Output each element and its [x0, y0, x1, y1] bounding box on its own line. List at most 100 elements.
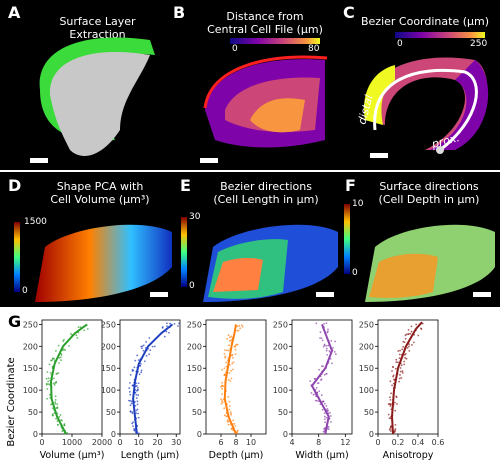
point-2-53 — [228, 344, 231, 347]
point-3-44 — [334, 340, 337, 343]
point-1-61 — [137, 412, 140, 415]
point-0-95 — [75, 334, 78, 337]
point-0-23 — [47, 380, 50, 383]
point-0-29 — [58, 356, 61, 359]
point-3-35 — [333, 350, 336, 353]
ytick-label-0-5: 250 — [23, 320, 38, 329]
point-4-38 — [400, 376, 403, 379]
point-2-48 — [227, 395, 230, 398]
point-0-98 — [51, 359, 53, 362]
panel-c-image: distal prox. — [355, 32, 489, 158]
point-1-78 — [129, 373, 132, 376]
ytick-label-3-2: 100 — [273, 386, 288, 395]
point-2-18 — [230, 369, 232, 372]
point-0-65 — [51, 414, 54, 417]
point-0-5 — [54, 401, 57, 404]
point-3-100 — [323, 415, 326, 418]
xtick-label-3-2: 12 — [340, 438, 350, 447]
point-4-35 — [390, 425, 392, 428]
point-2-106 — [232, 419, 235, 422]
point-0-36 — [54, 402, 57, 405]
ytick-label-1-0: 0 — [111, 430, 116, 439]
point-3-68 — [326, 408, 329, 410]
chart-1: 0 50 100 150 200 250 0 10 20 30 Length (µm) — [101, 319, 181, 461]
point-1-88 — [129, 393, 132, 396]
point-4-9 — [400, 364, 403, 367]
point-1-70 — [134, 359, 137, 362]
point-2-94 — [234, 425, 237, 427]
point-2-81 — [221, 368, 224, 371]
point-0-64 — [57, 344, 60, 347]
panel-e-label: E — [180, 176, 191, 195]
point-4-61 — [407, 333, 410, 335]
point-2-17 — [232, 356, 234, 359]
panel-b-label: B — [173, 3, 186, 22]
point-1-40 — [138, 373, 141, 376]
point-2-16 — [238, 324, 241, 327]
point-4-62 — [395, 358, 398, 361]
point-4-106 — [420, 328, 423, 330]
chart-frame-1 — [119, 319, 181, 435]
point-4-53 — [417, 334, 420, 337]
point-3-57 — [323, 418, 326, 421]
point-4-108 — [404, 356, 406, 359]
point-0-99 — [52, 357, 54, 360]
panel-c-title: Bezier Coordinate (µm) — [360, 15, 490, 28]
point-0-71 — [54, 395, 57, 398]
point-1-31 — [153, 345, 156, 348]
point-3-52 — [330, 340, 333, 342]
point-3-51 — [317, 382, 320, 384]
point-1-90 — [136, 387, 139, 389]
ytick-label-4-0: 0 — [369, 430, 374, 439]
xlabel-2: Depth (µm) — [209, 450, 264, 461]
point-2-59 — [221, 400, 223, 402]
ytick-label-3-5: 250 — [273, 320, 288, 329]
point-4-14 — [392, 374, 395, 377]
point-3-106 — [323, 373, 326, 376]
point-0-19 — [58, 415, 61, 418]
ytick-label-1-4: 200 — [101, 342, 116, 351]
point-2-60 — [221, 393, 223, 395]
point-4-78 — [410, 344, 413, 346]
point-2-80 — [234, 348, 237, 351]
point-1-42 — [178, 322, 180, 325]
point-3-31 — [309, 380, 312, 382]
point-0-13 — [77, 326, 80, 329]
point-1-55 — [128, 390, 131, 393]
point-2-5 — [221, 381, 223, 384]
point-2-102 — [234, 345, 237, 348]
point-4-99 — [401, 371, 404, 374]
panel-f-cb-min: 0 — [352, 268, 358, 278]
panel-d-title: Shape PCA with Cell Volume (µm³) — [50, 180, 150, 206]
xtick-label-1-0: 0 — [117, 438, 122, 447]
panel-a-image — [30, 37, 156, 163]
point-4-80 — [415, 323, 418, 326]
point-4-67 — [407, 328, 410, 331]
point-0-67 — [46, 387, 49, 390]
point-1-51 — [149, 349, 152, 352]
point-4-103 — [398, 353, 401, 356]
point-1-5 — [163, 335, 166, 338]
point-0-97 — [55, 380, 58, 383]
point-4-94 — [397, 361, 399, 364]
point-0-18 — [49, 371, 52, 374]
xtick-label-0-1: 1000 — [62, 438, 82, 447]
point-3-42 — [325, 372, 328, 375]
point-4-48 — [394, 409, 397, 412]
point-2-103 — [230, 335, 233, 338]
point-1-108 — [130, 400, 133, 403]
point-4-72 — [395, 361, 398, 364]
point-3-78 — [326, 354, 329, 356]
point-4-6 — [398, 377, 401, 380]
point-3-55 — [329, 357, 332, 360]
point-4-59 — [399, 349, 401, 352]
point-4-69 — [389, 427, 392, 430]
point-2-44 — [225, 361, 228, 364]
point-3-54 — [331, 362, 333, 365]
panel-e-cb-max: 30 — [189, 212, 201, 222]
panel-b-image — [200, 38, 328, 163]
point-3-2 — [320, 394, 323, 397]
ytick-label-3-4: 200 — [273, 342, 288, 351]
point-4-58 — [399, 374, 401, 376]
point-0-35 — [54, 350, 57, 352]
